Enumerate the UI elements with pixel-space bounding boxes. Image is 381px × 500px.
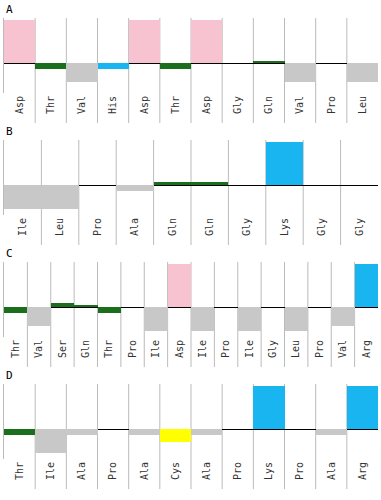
svg-text:Gly: Gly xyxy=(267,340,278,358)
svg-text:Thr: Thr xyxy=(14,462,25,480)
svg-text:Val: Val xyxy=(294,96,305,114)
svg-text:Ile: Ile xyxy=(17,218,28,236)
svg-text:Pro: Pro xyxy=(107,462,118,480)
svg-text:Ala: Ala xyxy=(326,462,337,480)
svg-text:Asp: Asp xyxy=(201,96,212,114)
svg-text:Ser: Ser xyxy=(57,340,68,358)
svg-text:Thr: Thr xyxy=(45,96,56,114)
svg-text:Ala: Ala xyxy=(139,462,150,480)
svg-text:Asp: Asp xyxy=(139,96,150,114)
svg-text:Ile: Ile xyxy=(45,462,56,480)
svg-text:D: D xyxy=(6,369,13,382)
svg-text:Val: Val xyxy=(33,340,44,358)
svg-text:Leu: Leu xyxy=(54,218,65,236)
svg-text:Arg: Arg xyxy=(357,462,368,480)
svg-text:Gly: Gly xyxy=(354,218,365,236)
svg-text:Thr: Thr xyxy=(103,340,114,358)
svg-text:Pro: Pro xyxy=(127,340,138,358)
svg-text:Lys: Lys xyxy=(263,462,274,480)
svg-text:Ala: Ala xyxy=(76,462,87,480)
svg-text:Gln: Gln xyxy=(204,218,215,236)
svg-text:Ala: Ala xyxy=(201,462,212,480)
svg-text:Gly: Gly xyxy=(232,96,243,114)
svg-text:Leu: Leu xyxy=(290,340,301,358)
svg-text:Pro: Pro xyxy=(294,462,305,480)
svg-text:Arg: Arg xyxy=(361,340,372,358)
svg-text:A: A xyxy=(6,3,13,16)
svg-text:Leu: Leu xyxy=(357,96,368,114)
svg-text:Gln: Gln xyxy=(167,218,178,236)
svg-text:Thr: Thr xyxy=(170,96,181,114)
svg-text:Gln: Gln xyxy=(80,340,91,358)
svg-text:Pro: Pro xyxy=(232,462,243,480)
svg-text:Gly: Gly xyxy=(316,218,327,236)
svg-text:His: His xyxy=(107,96,118,114)
svg-text:Ile: Ile xyxy=(244,340,255,358)
svg-text:Cys: Cys xyxy=(170,462,181,480)
svg-text:Pro: Pro xyxy=(92,218,103,236)
svg-text:Thr: Thr xyxy=(10,340,21,358)
svg-text:Val: Val xyxy=(337,340,348,358)
svg-text:Gln: Gln xyxy=(263,96,274,114)
svg-text:Val: Val xyxy=(76,96,87,114)
svg-text:Gly: Gly xyxy=(241,218,252,236)
svg-text:Ala: Ala xyxy=(129,218,140,236)
svg-text:Ile: Ile xyxy=(150,340,161,358)
svg-text:Pro: Pro xyxy=(220,340,231,358)
svg-text:Lys: Lys xyxy=(279,218,290,236)
svg-text:Asp: Asp xyxy=(174,340,185,358)
svg-text:B: B xyxy=(6,125,13,138)
svg-text:Pro: Pro xyxy=(326,96,337,114)
svg-text:Ile: Ile xyxy=(197,340,208,358)
svg-text:Pro: Pro xyxy=(314,340,325,358)
svg-text:C: C xyxy=(6,247,13,260)
svg-text:Asp: Asp xyxy=(14,96,25,114)
